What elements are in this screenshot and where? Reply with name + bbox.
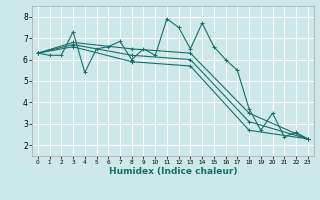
X-axis label: Humidex (Indice chaleur): Humidex (Indice chaleur): [108, 167, 237, 176]
